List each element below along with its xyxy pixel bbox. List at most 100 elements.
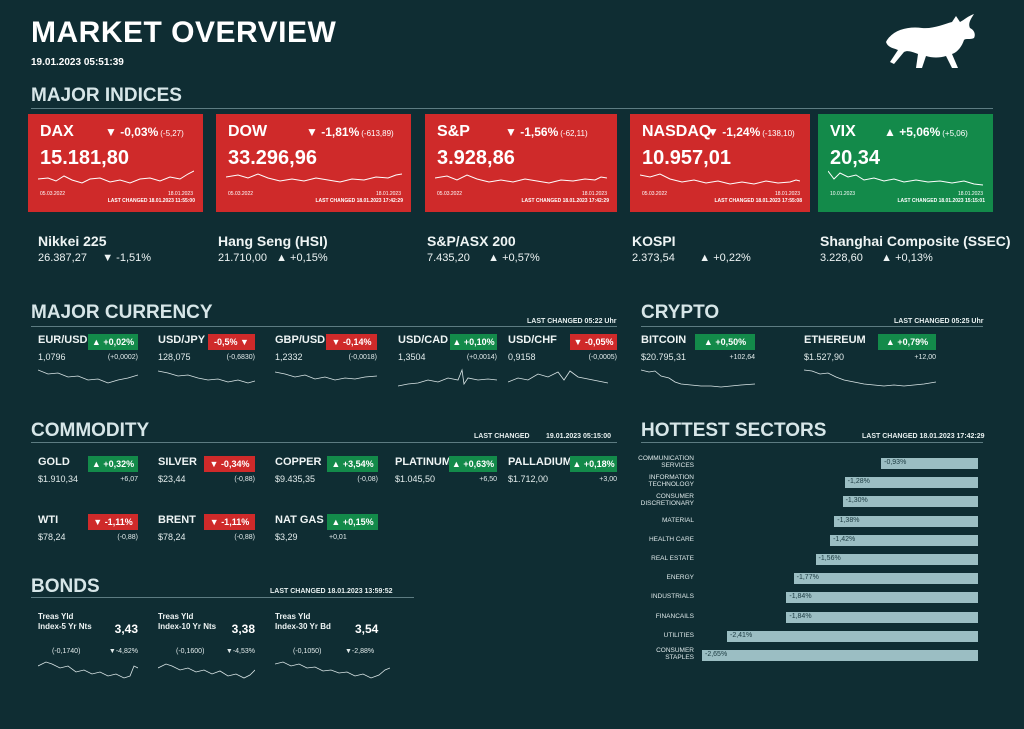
index-values: 3.228,60 ▲ +0,13% [820, 252, 1011, 264]
sector-bar-label: -2,65% [705, 651, 728, 658]
sectors-last-changed: LAST CHANGED 18.01.2023 17:42:29 [862, 433, 985, 440]
sector-bar[interactable]: -1,56% [815, 554, 978, 565]
index-card-nasdaq[interactable]: NASDAQ ▼ -1,24% (-138,10) 10.957,01 05.03… [630, 114, 810, 212]
crypto-item[interactable]: ETHEREUM ▲ +0,79% $1.527,90 +12,00 [804, 334, 936, 394]
index-card-sp[interactable]: S&P ▼ -1,56% (-62,11) 3.928,86 05.03.2022… [425, 114, 617, 212]
commodity-value: $1.910,34 [38, 474, 79, 484]
bond-diff: (-0,1740) [52, 648, 81, 655]
index-hangseng[interactable]: Hang Seng (HSI) 21.710,00 ▲ +0,15% [218, 233, 328, 264]
index-end-date: 18.01.2023 [375, 191, 401, 197]
sector-bar[interactable]: -2,41% [726, 630, 978, 642]
commodity-item[interactable]: NAT GAS ▲ +0,15% $3,29 +0,01 [275, 514, 378, 548]
currency-name: USD/CAD [398, 334, 449, 346]
index-change: ▼ -0,03% (-5,27) [105, 125, 184, 139]
bond-diff: (-0,1050) [293, 648, 322, 655]
index-change: ▲ +0,15% [276, 252, 328, 264]
commodity-item[interactable]: COPPER ▲ +3,54% $9.435,35 (-0,08) [275, 456, 378, 490]
index-asx[interactable]: S&P/ASX 200 7.435,20 ▲ +0,57% [427, 233, 540, 264]
sector-bar[interactable]: -1,30% [842, 496, 978, 508]
sector-bar[interactable]: -1,28% [844, 477, 978, 489]
currency-item[interactable]: EUR/USD ▲ +0,02% 1,0796 (+0,0002) [38, 334, 138, 394]
commodity-item[interactable]: PLATINUM ▲ +0,63% $1.045,50 +6,50 [395, 456, 497, 490]
bond-item[interactable]: Treas Yld Index-10 Yr Nts 3,38 (-0,1600)… [158, 612, 255, 690]
index-values: 26.387,27 ▼ -1,51% [38, 252, 151, 264]
sectors-title: HOTTEST SECTORS [641, 420, 827, 441]
index-sparkline [38, 170, 194, 184]
commodity-diff: (-0,88) [117, 534, 138, 541]
index-values: 2.373,54 ▲ +0,22% [632, 252, 751, 264]
sector-label: INFORMATION TECHNOLOGY [648, 474, 694, 489]
index-card-dax[interactable]: DAX ▼ -0,03% (-5,27) 15.181,80 05.03.2022… [28, 114, 203, 212]
page-datetime: 19.01.2023 05:51:39 [31, 57, 124, 68]
sector-bar[interactable]: -2,65% [702, 650, 978, 661]
bond-name: Treas Yld Index-5 Yr Nts [38, 612, 92, 631]
index-start-date: 05.03.2022 [437, 191, 463, 197]
currency-item[interactable]: GBP/USD ▼ -0,14% 1,2332 (-0,0018) [275, 334, 377, 394]
sector-bar-label: -0,93% [884, 459, 907, 466]
commodity-item[interactable]: PALLADIUM ▲ +0,18% $1.712,00 +3,00 [508, 456, 617, 490]
commodity-diff: +6,50 [479, 476, 497, 483]
bond-item[interactable]: Treas Yld Index-5 Yr Nts 3,43 (-0,1740) … [38, 612, 138, 690]
index-value: 26.387,27 [38, 252, 87, 264]
index-change-pct: ▼ -1,24% [707, 125, 761, 139]
index-name: Hang Seng (HSI) [218, 233, 328, 249]
change-badge: ▲ +3,54% [327, 456, 378, 472]
bond-value: 3,38 [231, 622, 255, 636]
index-nikkei[interactable]: Nikkei 225 26.387,27 ▼ -1,51% [38, 233, 151, 264]
index-card-vix[interactable]: VIX ▲ +5,06% (+5,06) 20,34 10.01.2023 18.… [818, 114, 993, 212]
commodity-item[interactable]: SILVER ▼ -0,34% $23,44 (-0,88) [158, 456, 255, 490]
index-change: ▼ -1,51% [102, 252, 152, 264]
index-change: ▲ +5,06% (+5,06) [884, 125, 968, 139]
index-change: ▼ -1,81% (-613,89) [306, 125, 394, 139]
commodity-name: PLATINUM [395, 456, 452, 468]
currency-item[interactable]: USD/CHF ▼ -0,05% 0,9158 (-0,0005) [508, 334, 617, 394]
commodity-name: WTI [38, 514, 59, 526]
commodity-value: $1.045,50 [395, 474, 436, 484]
index-value: 21.710,00 [218, 252, 267, 264]
change-badge: ▲ +0,50% [695, 334, 755, 350]
index-name: S&P [437, 123, 470, 140]
commodity-value: $3,29 [275, 532, 298, 542]
index-kospi[interactable]: KOSPI 2.373,54 ▲ +0,22% [632, 233, 751, 264]
sector-bar[interactable]: -1,84% [786, 611, 978, 623]
bond-item[interactable]: Treas Yld Index-30 Yr Bd 3,54 (-0,1050) … [275, 612, 390, 690]
currency-item[interactable]: USD/CAD ▲ +0,10% 1,3504 (+0,0014) [398, 334, 497, 394]
currency-item[interactable]: USD/JPY -0,5% ▼ 128,075 (-0,6830) [158, 334, 255, 394]
sector-bar-label: -1,84% [789, 593, 812, 601]
sector-bar[interactable]: -1,38% [834, 515, 978, 527]
index-change: ▼ -1,24% (-138,10) [707, 125, 795, 139]
currency-name: EUR/USD [38, 334, 88, 346]
index-shanghai[interactable]: Shanghai Composite (SSEC) 3.228,60 ▲ +0,… [820, 233, 1011, 264]
sector-label: CONSUMER DISCRETIONARY [640, 493, 694, 508]
index-card-dow[interactable]: DOW ▼ -1,81% (-613,89) 33.296,96 05.03.20… [216, 114, 411, 212]
change-badge: ▲ +0,63% [449, 456, 497, 472]
crypto-name: BITCOIN [641, 334, 687, 346]
commodity-diff: (-0,88) [234, 534, 255, 541]
commodity-item[interactable]: WTI ▼ -1,11% $78,24 (-0,88) [38, 514, 138, 548]
page-title: MARKET OVERVIEW [31, 16, 337, 49]
index-change-abs: (+5,06) [942, 129, 968, 138]
change-badge: ▼ -1,11% [88, 514, 138, 530]
commodity-item[interactable]: GOLD ▲ +0,32% $1.910,34 +6,07 [38, 456, 138, 490]
sector-bar[interactable]: -1,77% [793, 573, 978, 585]
index-sparkline [435, 174, 607, 184]
currency-diff: (-0,6830) [226, 354, 255, 361]
commodity-value: $9.435,35 [275, 474, 316, 484]
change-badge: ▲ +0,79% [878, 334, 936, 350]
sector-bar[interactable]: -0,93% [881, 458, 978, 469]
index-end-date: 18.01.2023 [167, 191, 193, 197]
index-name: Shanghai Composite (SSEC) [820, 233, 1011, 249]
commodity-name: BRENT [158, 514, 196, 526]
sector-bar-chart: COMMUNICATION SERVICES -0,93% INFORMATION … [632, 455, 978, 675]
index-values: 7.435,20 ▲ +0,57% [427, 252, 540, 264]
currency-value: 1,3504 [398, 352, 426, 362]
commodity-diff: +0,01 [329, 534, 347, 541]
commodity-value: $23,44 [158, 474, 186, 484]
currency-value: 0,9158 [508, 352, 536, 362]
crypto-item[interactable]: BITCOIN ▲ +0,50% $20.795,31 +102,64 [641, 334, 755, 394]
currency-last-changed: LAST CHANGED 05:22 Uhr [527, 318, 617, 325]
commodity-item[interactable]: BRENT ▼ -1,11% $78,24 (-0,88) [158, 514, 255, 548]
index-change: ▼ -1,56% (-62,11) [505, 125, 588, 139]
sector-bar[interactable]: -1,42% [830, 534, 978, 546]
sector-bar[interactable]: -1,84% [786, 592, 978, 604]
